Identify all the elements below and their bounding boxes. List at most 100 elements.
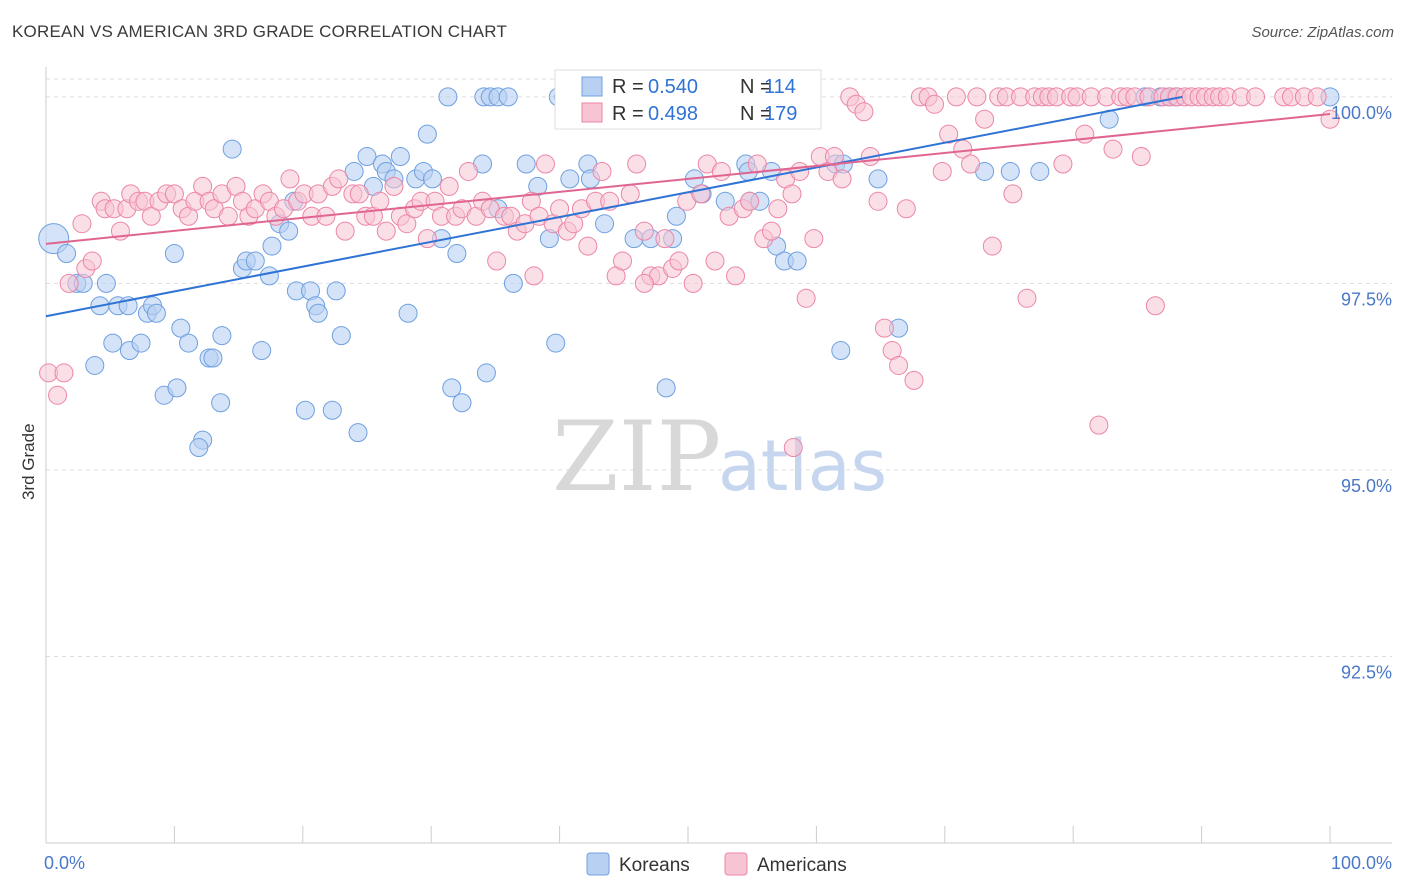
american-point xyxy=(874,318,894,338)
korean-point xyxy=(447,244,467,264)
legend-swatch-american xyxy=(724,852,748,876)
american-point xyxy=(683,273,703,293)
american-point xyxy=(982,236,1002,256)
american-point xyxy=(280,169,300,189)
korean-point xyxy=(222,139,242,159)
american-point xyxy=(669,251,689,271)
y-tick-label: 97.5% xyxy=(1341,289,1392,309)
legend: Koreans Americans xyxy=(586,852,847,876)
american-point xyxy=(868,191,888,211)
american-point xyxy=(1145,296,1165,316)
stats-n-value-american: 179 xyxy=(764,103,797,125)
korean-point xyxy=(666,206,686,226)
american-point xyxy=(824,147,844,167)
american-point xyxy=(535,154,555,174)
american-point xyxy=(349,184,369,204)
stats-n-label-korean: N = xyxy=(740,76,772,98)
korean-point xyxy=(344,161,364,181)
legend-label-american: Americans xyxy=(757,855,847,876)
american-point xyxy=(370,191,390,211)
american-point xyxy=(896,199,916,219)
american-point xyxy=(975,109,995,129)
tick-labels: 92.5% 95.0% 97.5% 100.0% 0.0% 100.0% xyxy=(44,103,1392,873)
korean-point xyxy=(1030,161,1050,181)
american-points xyxy=(39,87,1340,458)
x-tick-label: 0.0% xyxy=(44,853,85,873)
american-point xyxy=(59,273,79,293)
american-point xyxy=(740,191,760,211)
american-point xyxy=(904,370,924,390)
american-point xyxy=(932,161,952,181)
american-point xyxy=(458,161,478,181)
watermark: ZIP atlas xyxy=(552,401,887,513)
american-point xyxy=(804,229,824,249)
stats-swatch-american xyxy=(581,102,603,123)
american-point xyxy=(1053,154,1073,174)
stats-r-label-american: R = xyxy=(612,103,644,125)
korean-point xyxy=(390,147,410,167)
american-point xyxy=(613,251,633,271)
american-point xyxy=(48,385,68,405)
x-tick-label: 100.0% xyxy=(1331,853,1392,873)
american-point xyxy=(439,176,459,196)
american-point xyxy=(1017,288,1037,308)
korean-point xyxy=(787,251,807,271)
korean-point xyxy=(179,333,199,353)
american-point xyxy=(783,438,803,458)
american-point xyxy=(768,199,788,219)
american-point xyxy=(72,214,92,234)
american-point xyxy=(164,184,184,204)
korean-point xyxy=(498,87,518,107)
source-label: Source: ZipAtlas.com xyxy=(1251,24,1394,41)
american-point xyxy=(578,236,598,256)
korean-point xyxy=(438,87,458,107)
korean-point xyxy=(868,169,888,189)
american-point xyxy=(711,161,731,181)
korean-point xyxy=(245,251,265,271)
korean-point xyxy=(212,326,232,346)
korean-point xyxy=(417,124,437,144)
korean-point xyxy=(57,244,77,264)
korean-point xyxy=(85,355,105,375)
american-point xyxy=(925,94,945,114)
korean-point xyxy=(422,169,442,189)
american-point xyxy=(939,124,959,144)
stats-swatch-korean xyxy=(581,76,603,97)
korean-point xyxy=(357,147,377,167)
american-point xyxy=(889,355,909,375)
american-point xyxy=(417,229,437,249)
korean-point xyxy=(546,333,566,353)
korean-point xyxy=(203,348,223,368)
korean-point xyxy=(452,393,472,413)
y-tick-label: 100.0% xyxy=(1331,103,1392,123)
korean-point xyxy=(331,326,351,346)
american-point xyxy=(832,169,852,189)
american-point xyxy=(634,221,654,241)
american-point xyxy=(960,154,980,174)
american-point xyxy=(705,251,725,271)
stats-n-label-american: N = xyxy=(740,103,772,125)
american-point xyxy=(592,161,612,181)
korean-point xyxy=(171,318,191,338)
american-point xyxy=(141,206,161,226)
axes xyxy=(45,67,1392,844)
korean-point xyxy=(96,273,116,293)
korean-point xyxy=(146,303,166,323)
stats-r-label-korean: R = xyxy=(612,76,644,98)
korean-point xyxy=(595,214,615,234)
legend-swatch-korean xyxy=(586,852,610,876)
korean-point xyxy=(103,333,123,353)
american-point xyxy=(1089,415,1109,435)
american-point xyxy=(54,363,74,383)
american-point xyxy=(854,102,874,122)
american-point xyxy=(218,206,238,226)
korean-trendline xyxy=(45,95,1183,318)
korean-point xyxy=(279,221,299,241)
korean-point xyxy=(398,303,418,323)
watermark-atlas: atlas xyxy=(718,425,887,507)
stats-r-value-american: 0.498 xyxy=(648,103,698,125)
american-point xyxy=(384,176,404,196)
y-axis-title: 3rd Grade xyxy=(19,423,38,500)
american-point xyxy=(521,191,541,211)
